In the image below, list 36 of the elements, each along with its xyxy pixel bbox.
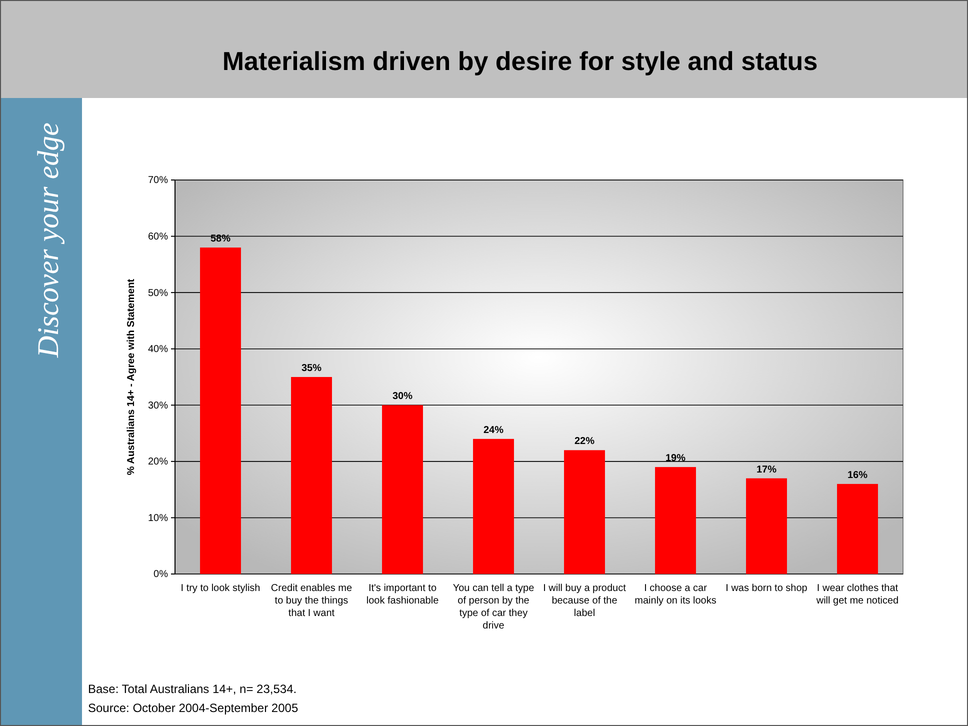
chart-title: Materialism driven by desire for style and status [222, 46, 818, 76]
x-tick-label: I wear clothes that will get me noticed [815, 583, 899, 606]
bar [382, 405, 423, 574]
text: Base: Total Australians 14+, n= 23,534. [88, 682, 297, 696]
y-tick-label: 0% [154, 569, 168, 580]
y-tick-label: 10% [148, 512, 168, 524]
y-tick-label: 40% [148, 344, 168, 356]
y-tick-label: 60% [148, 231, 168, 242]
bar [200, 248, 241, 574]
y-tick-label: 30% [148, 400, 168, 412]
data-label: 16% [847, 470, 868, 481]
x-tick-label: You can tell a type of person by the type of car they drive [452, 583, 535, 632]
source-note: Source: October 2004-September 2005 [88, 701, 298, 715]
y-tick-label: 20% [148, 456, 168, 468]
data-label: 24% [483, 424, 504, 436]
data-label: 22% [574, 436, 595, 448]
x-tick-label: I was born to shop [726, 583, 808, 594]
x-tick-label: I try to look stylish [180, 583, 260, 594]
bar [564, 450, 605, 574]
bar [746, 478, 787, 574]
y-axis-title: % Australians 14+ - Agree with Statement [126, 278, 137, 476]
x-tick-label: It's important to look fashionable [366, 583, 440, 606]
text: Discover your edge [32, 122, 65, 358]
data-label: 30% [392, 391, 413, 402]
bar [473, 438, 514, 574]
bar [291, 377, 332, 574]
data-label: 17% [756, 464, 777, 476]
x-tick-label: I will buy a product because of the label [543, 583, 626, 619]
y-tick-label: 50% [148, 288, 168, 299]
bar [837, 484, 878, 574]
bar [655, 467, 696, 574]
y-tick-label: 70% [148, 175, 168, 186]
x-tick-label: I choose a car mainly on its looks [634, 583, 716, 606]
x-tick-label: Credit enables me to buy the things that I want [270, 583, 353, 619]
data-label: 35% [301, 363, 322, 374]
data-label: 19% [665, 453, 686, 464]
